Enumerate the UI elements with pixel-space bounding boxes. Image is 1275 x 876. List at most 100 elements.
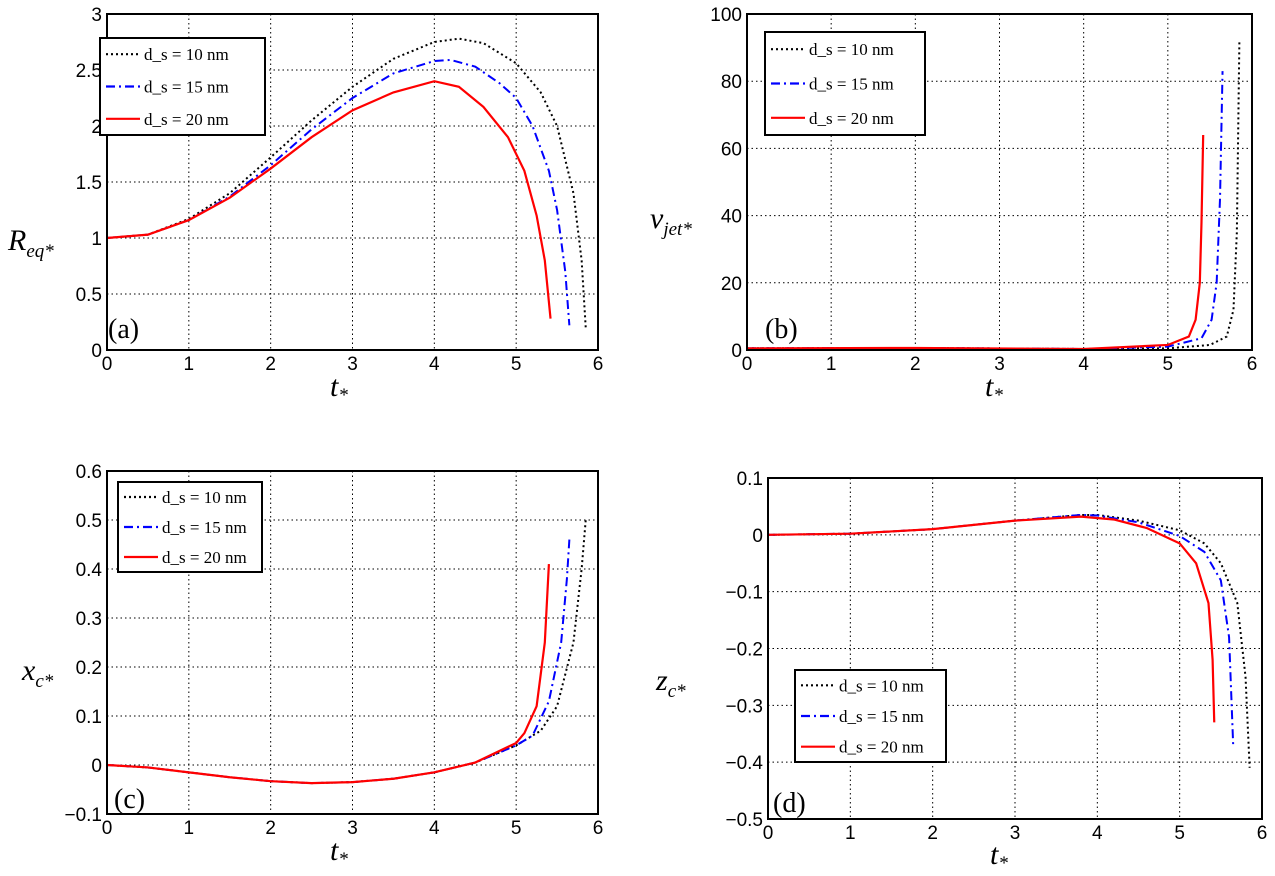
legend-label: d_s = 15 nm	[839, 707, 924, 726]
x-axis-label: t*	[985, 370, 1003, 406]
series-line-20nm	[106, 80, 552, 319]
panel-label: (a)	[108, 314, 139, 345]
y-axis-label: zc*	[655, 664, 686, 702]
y-tick-label: −0.3	[725, 696, 763, 717]
subplot-a: 0 1 2 3 4 5 6 0 0.5 1 1.5 2 2.5 3 d_s = 10 nm d_s = 15 …	[7, 5, 603, 406]
x-tick-label: 3	[1010, 823, 1021, 844]
y-tick-label: 0.5	[76, 285, 102, 306]
subplot-c: 0 1 2 3 4 5 6−0.100.10.20.30.40.50.6d_s = 10 n…	[21, 462, 603, 870]
subplot-d: 0 1 2 3 4 5 6 −0.5 −0.4 −0.3 −0.2 −0.1 0 0.1 d_s = 10 …	[655, 469, 1267, 874]
legend-label: d_s = 15 nm	[809, 75, 894, 94]
y-tick-label: −0.1	[725, 583, 763, 604]
panel-label: (b)	[765, 314, 798, 345]
y-tick-label: 0.1	[737, 469, 763, 490]
axes-frame	[746, 13, 1253, 351]
series-line-10nm	[767, 513, 1251, 768]
y-tick-label: 0.1	[76, 707, 102, 728]
y-tick-label: 0.4	[76, 560, 103, 581]
series-line-20nm	[746, 134, 1205, 351]
x-tick-label: 3	[994, 354, 1005, 375]
x-axis-label: t*	[330, 370, 348, 406]
axes-frame	[106, 470, 599, 815]
x-tick-label: 5	[1163, 354, 1174, 375]
x-tick-label: 0	[742, 354, 753, 375]
y-tick-label: −0.2	[725, 640, 763, 661]
y-tick-label: 0.2	[76, 658, 102, 679]
legend: d_s = 10 nm d_s = 15 nm d_s = 20 nm	[764, 31, 926, 136]
y-tick-label: 0.5	[76, 511, 102, 532]
y-tick-label: 3	[91, 5, 102, 26]
legend-label: d_s = 20 nm	[839, 738, 924, 757]
x-tick-label: 3	[347, 354, 358, 375]
panel-label: (c)	[114, 784, 145, 815]
x-tick-label: 2	[927, 823, 938, 844]
legend-label: d_s = 15 nm	[162, 518, 247, 537]
series-line-10nm	[106, 37, 587, 328]
series-line-10nm	[106, 519, 587, 785]
x-tick-label: 6	[1247, 354, 1258, 375]
y-tick-label: 80	[721, 72, 742, 93]
x-axis-label: t*	[330, 834, 348, 870]
legend-label: d_s = 10 nm	[162, 488, 247, 507]
x-tick-label: 4	[429, 818, 440, 839]
x-axis-label-sub: *	[338, 385, 348, 406]
x-tick-label: 3	[347, 818, 358, 839]
y-tick-label: 0.6	[76, 462, 102, 483]
legend: d_s = 10 nm d_s = 15 nm d_s = 20 nm	[794, 669, 947, 763]
y-tick-label: 0	[752, 526, 763, 547]
x-tick-label: 5	[511, 354, 522, 375]
x-tick-label: 6	[593, 818, 604, 839]
y-tick-label: 0	[91, 341, 102, 362]
y-tick-label: 0.3	[76, 609, 102, 630]
legend-label: d_s = 10 nm	[809, 40, 894, 59]
x-tick-label: 1	[184, 354, 195, 375]
y-tick-label: 60	[721, 139, 742, 160]
x-axis-label: t*	[990, 838, 1008, 874]
series-line-20nm	[106, 564, 550, 785]
y-tick-label: −0.4	[725, 753, 763, 774]
x-tick-label: 4	[1092, 823, 1103, 844]
x-tick-label: 0	[102, 818, 113, 839]
legend-label: d_s = 20 nm	[144, 110, 229, 129]
x-tick-label: 2	[265, 354, 276, 375]
y-tick-label: 40	[721, 207, 742, 228]
x-tick-label: 2	[265, 818, 276, 839]
x-tick-label: 1	[826, 354, 837, 375]
legend-label: d_s = 20 nm	[809, 109, 894, 128]
y-axis-label: vjet*	[650, 202, 692, 240]
x-axis-label-sub: *	[993, 385, 1003, 406]
legend-label: d_s = 10 nm	[839, 676, 924, 695]
y-tick-label: 1.5	[76, 173, 102, 194]
legend-label: d_s = 15 nm	[144, 78, 229, 97]
y-tick-label: 2	[91, 117, 102, 138]
y-axis-label-sub: c*	[35, 671, 53, 692]
x-tick-label: 6	[593, 354, 604, 375]
y-axis-label-sub: eq*	[26, 241, 54, 262]
x-axis-label-sub: *	[998, 853, 1008, 874]
axes-frame	[106, 13, 599, 351]
x-tick-label: 0	[763, 823, 774, 844]
x-tick-label: 6	[1257, 823, 1268, 844]
y-tick-label: 2.5	[76, 61, 102, 82]
y-tick-label: 0	[91, 756, 102, 777]
y-tick-label: −0.1	[64, 805, 102, 826]
y-axis-label: xc*	[21, 654, 54, 692]
y-axis-label-sub: jet*	[660, 219, 692, 240]
x-tick-label: 1	[184, 818, 195, 839]
y-axis-label-sub: c*	[668, 681, 686, 702]
y-tick-label: 20	[721, 274, 742, 295]
y-tick-label: 0	[731, 341, 742, 362]
x-tick-label: 1	[845, 823, 856, 844]
x-tick-label: 4	[1078, 354, 1089, 375]
y-tick-label: 100	[710, 5, 742, 26]
legend-label: d_s = 10 nm	[144, 45, 229, 64]
x-tick-label: 2	[910, 354, 921, 375]
legend: d_s = 10 nm d_s = 15 nm d_s = 20 nm	[99, 37, 266, 136]
legend: d_s = 10 nm d_s = 15 nm d_s = 20 nm	[117, 481, 263, 573]
x-tick-label: 5	[511, 818, 522, 839]
panel-label: (d)	[773, 788, 806, 819]
x-axis-label-sub: *	[338, 849, 348, 870]
series-line-10nm	[746, 40, 1241, 350]
